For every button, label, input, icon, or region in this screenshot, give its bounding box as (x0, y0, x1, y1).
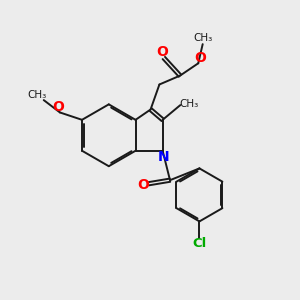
Text: Cl: Cl (192, 237, 207, 250)
Text: N: N (158, 150, 169, 164)
Text: CH₃: CH₃ (179, 99, 198, 109)
Text: O: O (137, 178, 149, 192)
Text: O: O (156, 45, 168, 59)
Text: O: O (52, 100, 64, 114)
Text: O: O (194, 51, 206, 65)
Text: CH₃: CH₃ (194, 33, 213, 43)
Text: CH₃: CH₃ (28, 90, 47, 100)
